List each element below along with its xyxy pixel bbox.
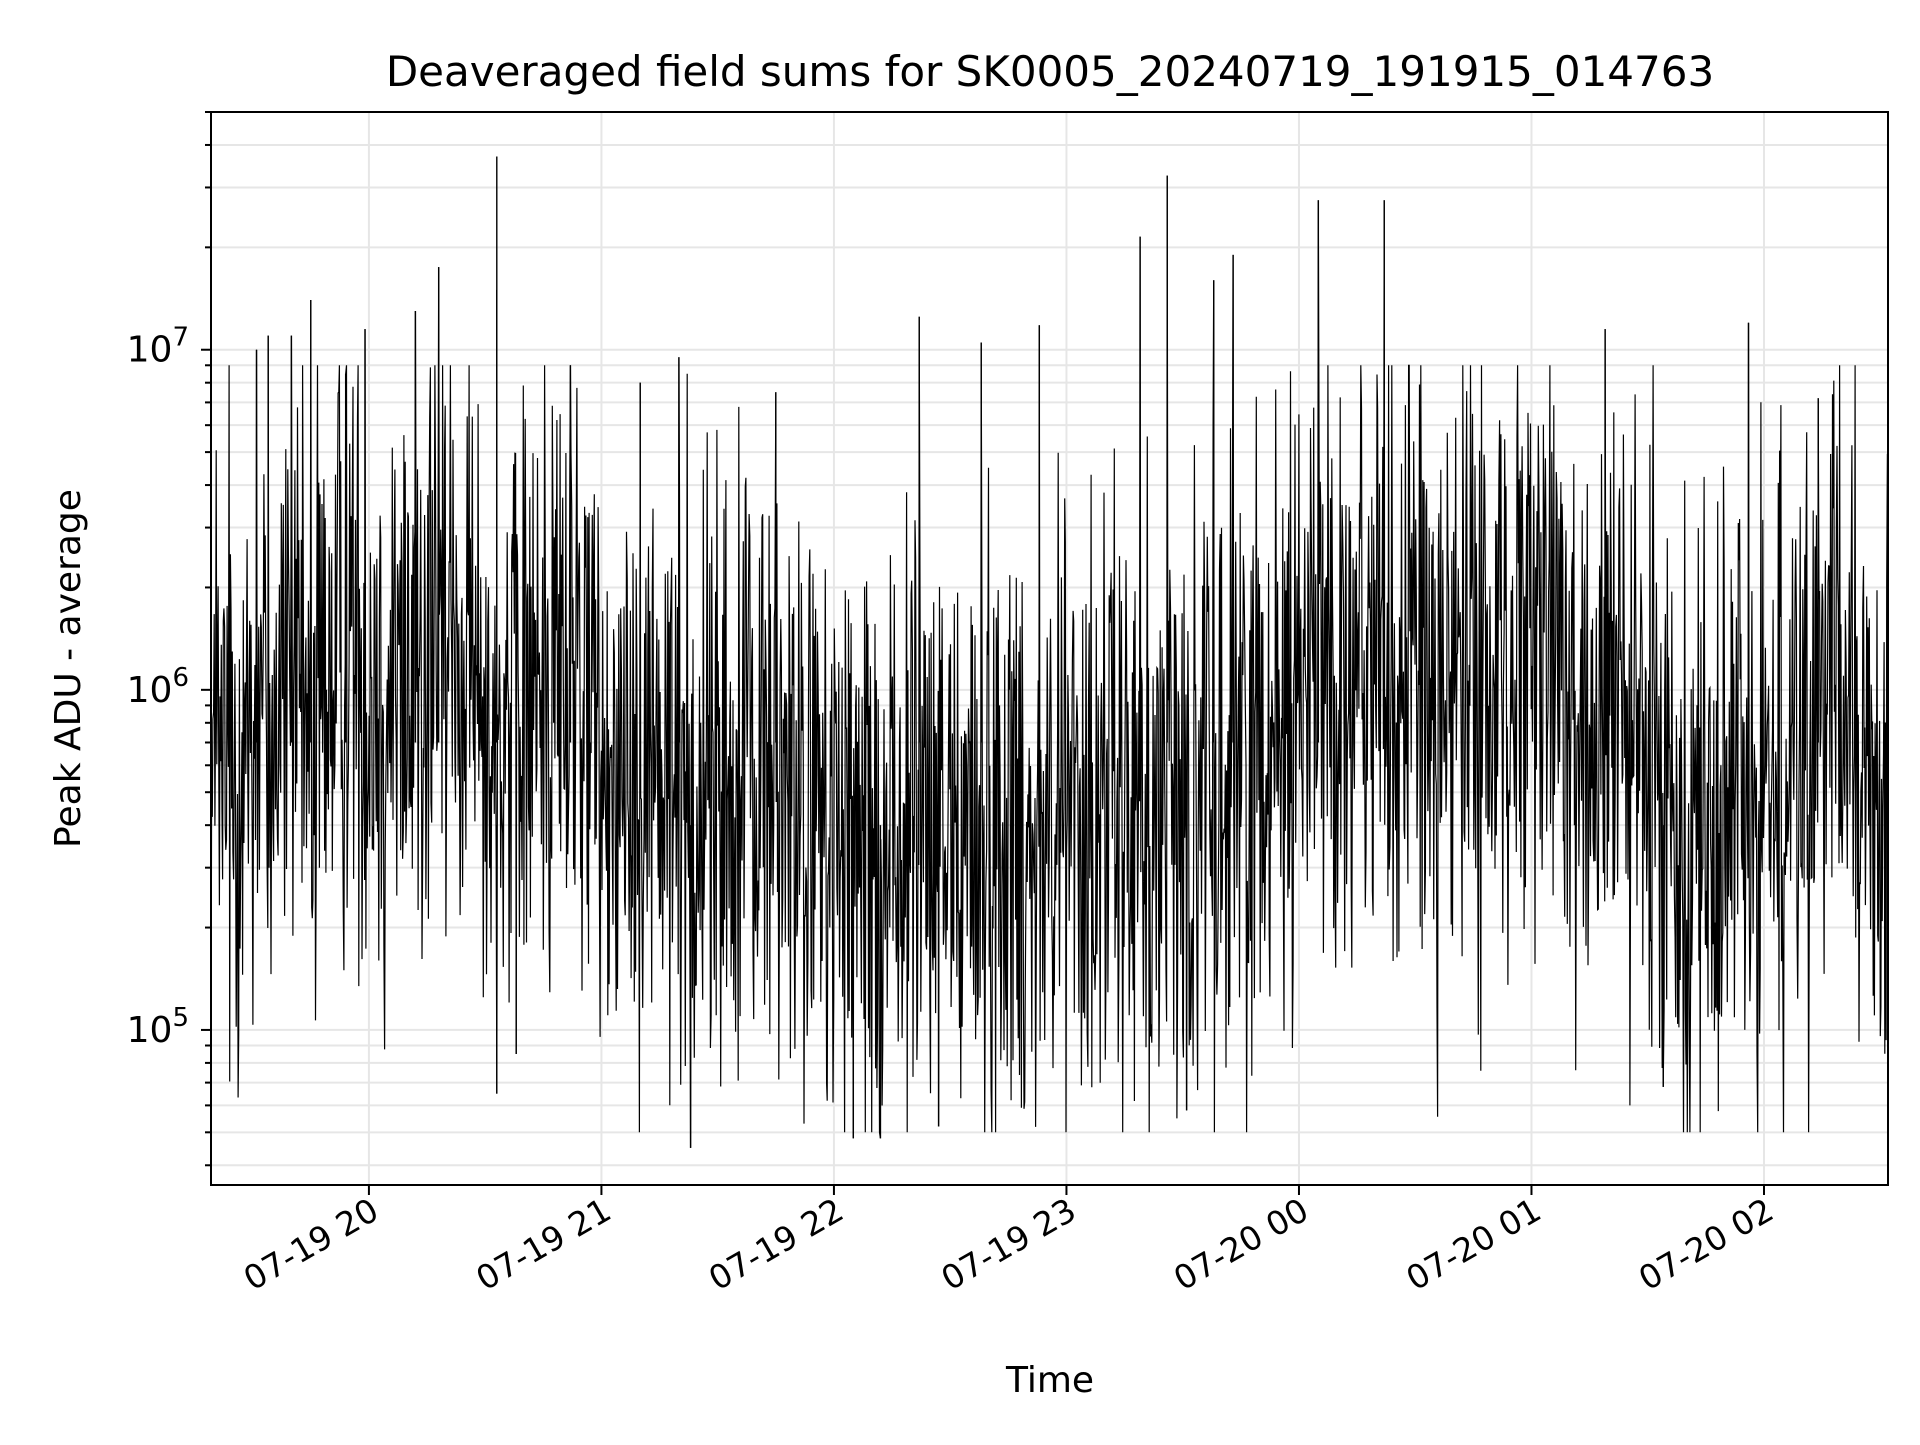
y-tick-label: 107: [127, 323, 189, 371]
y-tick-label: 105: [127, 1003, 189, 1051]
y-tick-base: 10: [127, 670, 173, 711]
y-tick-exponent: 6: [172, 663, 189, 693]
y-tick-label: 106: [127, 663, 189, 711]
axes-frame: [210, 111, 1889, 1186]
x-axis-label: Time: [1005, 1360, 1094, 1401]
y-tick-exponent: 5: [172, 1003, 189, 1033]
series-line: [210, 175, 1889, 1148]
chart-title: Deaveraged field sums for SK0005_2024071…: [386, 47, 1714, 96]
y-tick-exponent: 7: [172, 323, 189, 353]
y-tick-base: 10: [127, 1010, 173, 1051]
y-tick-base: 10: [127, 330, 173, 371]
y-axis-label: Peak ADU - average: [48, 489, 89, 848]
